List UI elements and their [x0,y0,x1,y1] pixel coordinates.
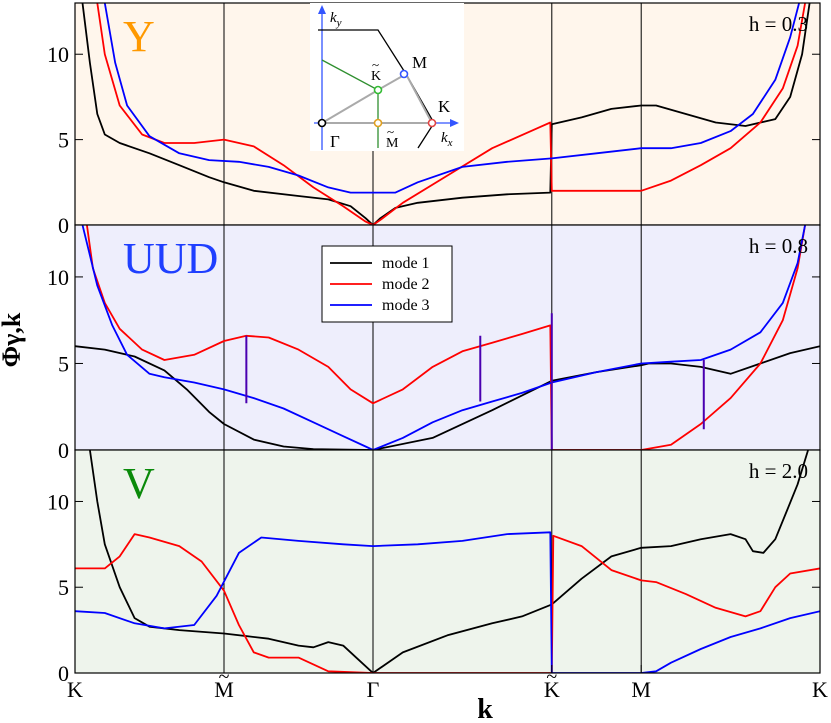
inset-point [427,118,437,128]
h-value-label: h = 0.8 [749,234,808,258]
legend-label: mode 1 [382,255,430,272]
y-tick-label: 10 [47,489,69,514]
inset-point [317,118,327,128]
series-mode-3 [75,531,820,673]
y-tick-label: 10 [47,265,69,290]
inset-point-label: Γ [330,132,340,151]
inset-point [399,69,409,79]
y-tick-label: 0 [58,438,69,463]
panel-frame [74,449,821,674]
y-tick-label: 5 [58,575,69,600]
y-tick-label: 0 [58,661,69,686]
inset-point-label: K [438,97,451,116]
x-tick-label: M [631,677,651,702]
y-tick-label: 5 [58,128,69,153]
inset-point-label: K [371,69,381,84]
inset-kx-arrow [450,119,459,127]
inset-point-accent: ~ [372,57,379,72]
x-tick-label: M [214,677,234,702]
legend-label: mode 2 [382,276,430,293]
series-mode-2 [86,225,806,450]
inset-ky-label: ky [330,10,342,29]
h-value-label: h = 0.3 [749,12,808,36]
x-axis-label: k [477,694,493,723]
panel-name: V [123,459,155,508]
x-tick-accent: ~ [219,666,230,688]
inset-kx-label: kx [441,130,453,149]
inset-point [373,85,383,95]
y-axis-label-phi: Φγ,k [0,312,26,367]
x-tick-accent: ~ [546,666,557,688]
y-tick-label: 10 [47,42,69,67]
panel-name: UUD [123,234,218,283]
panel-background [75,450,820,673]
inset-point-label: M [386,136,399,151]
y-axis-label: Φγ,k [0,312,26,367]
inset-background [310,3,464,151]
series-mode-3 [103,3,800,194]
y-tick-label: 0 [58,213,69,238]
series-mode-1 [75,345,820,450]
x-tick-label: K [67,677,83,702]
legend-label: mode 3 [382,297,430,314]
x-tick-label: K [544,677,560,702]
y-tick-label: 5 [58,351,69,376]
series-mode-3 [81,225,806,450]
inset-point-label: M [412,53,427,72]
x-axis-ticks: K M~ Γ K~ M K [67,665,828,702]
x-tick-label: Γ [367,677,380,702]
legend: mode 1 mode 2 mode 3 [321,245,453,323]
h-value-label: h = 2.0 [749,459,808,483]
inset-ky-arrow [318,5,326,14]
series-mode-2 [75,533,820,673]
x-tick-label: K [812,677,828,702]
inset-point-accent: ~ [387,124,394,139]
panel-name: Y [123,12,155,61]
inset-point [373,118,383,128]
series-mode-2 [96,3,806,225]
